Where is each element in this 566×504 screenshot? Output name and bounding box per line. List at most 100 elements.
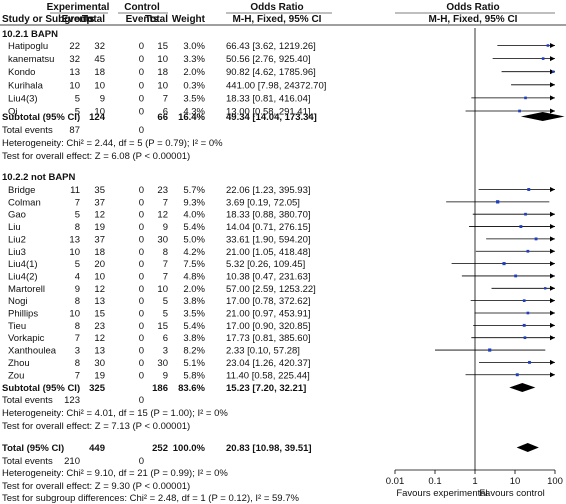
study-name: Liu4(2) — [8, 271, 38, 282]
subgroup-2-title: 10.2.2 not BAPN — [2, 172, 76, 183]
ctl-total: 5 — [163, 296, 168, 307]
exp-total: 12 — [94, 333, 105, 344]
point-estimate-marker — [514, 274, 518, 278]
point-estimate-marker — [518, 109, 521, 113]
exp-events: 5 — [75, 210, 80, 221]
ctl-total: 10 — [157, 54, 168, 65]
point-estimate-marker — [522, 299, 526, 302]
exp-events: 11 — [70, 185, 80, 196]
exp-events-header: Events — [62, 14, 95, 25]
study-name: Liu4(1) — [8, 259, 38, 270]
exp-total: 45 — [94, 54, 105, 65]
subgroup-1-subtotal-weight: 16.4% — [178, 112, 205, 123]
ci-arrow-right — [550, 108, 555, 114]
study-weight: 3.0% — [183, 41, 205, 52]
exp-events: 7 — [75, 333, 80, 344]
subgroup-differences-test: Test for subgroup differences: Chi² = 2.… — [2, 493, 300, 504]
study-name: Liu2 — [8, 234, 26, 245]
ci-arrow-right — [550, 224, 555, 230]
study-ci: 21.00 [0.97, 453.91] — [226, 309, 311, 320]
total-events-label: Total events — [2, 456, 53, 467]
ci-arrow-right — [550, 43, 555, 48]
exp-total: 35 — [94, 185, 105, 196]
study-name: Martorell — [8, 284, 45, 295]
ci-arrow-right — [550, 285, 555, 291]
weight-header: Weight — [172, 14, 206, 25]
ctl-total: 5 — [163, 309, 168, 320]
point-estimate-marker — [546, 44, 550, 47]
subgroup-2-subtotal-weight: 83.6% — [178, 383, 205, 394]
exp-total: 10 — [94, 107, 105, 118]
subgroup-2-subtotal-exp-total: 325 — [89, 383, 106, 394]
exp-events: 5 — [75, 107, 80, 118]
study-weight: 5.1% — [183, 358, 205, 369]
ctl-events: 0 — [139, 247, 144, 258]
study-name: Liu4(3) — [8, 93, 38, 104]
study-weight: 2.0% — [183, 67, 205, 78]
study-name: Vorkapic — [8, 333, 45, 344]
ci-arrow-right — [550, 310, 555, 316]
study-name: Liu — [8, 222, 21, 233]
study-name: Zou — [8, 370, 24, 381]
subgroup-1-subtotal-ctl-total: 66 — [157, 112, 168, 123]
subgroup-2-total-events-label: Total events — [2, 395, 53, 406]
ctl-events: 0 — [139, 309, 144, 320]
study-name: Kurihala — [8, 80, 44, 91]
point-estimate-marker — [528, 360, 531, 364]
ctl-total: 3 — [163, 346, 168, 357]
point-estimate-marker — [502, 262, 506, 266]
ctl-total: 12 — [157, 210, 168, 221]
ctl-total: 7 — [163, 197, 168, 208]
ci-arrow-right — [550, 236, 555, 242]
ctl-total: 8 — [163, 247, 168, 258]
ctl-events: 0 — [139, 197, 144, 208]
ctl-events: 0 — [139, 80, 144, 91]
study-ci: 23.04 [1.26, 420.37] — [226, 358, 311, 369]
subgroup-2-subtotal-label: Subtotal (95% CI) — [2, 383, 80, 394]
exp-total: 12 — [94, 210, 105, 221]
ctl-total: 10 — [157, 284, 168, 295]
ctl-events: 0 — [139, 296, 144, 307]
study-name: Nogi — [8, 296, 28, 307]
x-axis-tick-label: 0.1 — [428, 476, 441, 487]
ctl-total: 10 — [157, 80, 168, 91]
study-weight: 5.7% — [183, 185, 205, 196]
total-weight: 100.0% — [173, 443, 206, 454]
exp-events: 9 — [75, 284, 80, 295]
study-ci: 90.82 [4.62, 1785.96] — [226, 67, 316, 78]
study-name: Bridge — [8, 185, 35, 196]
study-weight: 5.8% — [183, 370, 205, 381]
exp-events: 3 — [75, 346, 80, 357]
study-ci: 13.00 [0.58, 291.41] — [226, 107, 311, 118]
point-estimate-marker — [488, 348, 492, 352]
ctl-events: 0 — [139, 284, 144, 295]
ctl-total: 9 — [163, 222, 168, 233]
ctl-events: 0 — [139, 41, 144, 52]
exp-total: 20 — [94, 259, 105, 270]
study-weight: 3.8% — [183, 333, 205, 344]
ctl-events: 0 — [139, 346, 144, 357]
subgroup-2-total-events-exp: 123 — [64, 395, 80, 406]
ctl-total: 15 — [157, 321, 168, 332]
study-ci: 10.38 [0.47, 231.63] — [226, 271, 311, 282]
subgroup-1-total-events-exp: 87 — [69, 125, 80, 136]
ci-arrow-right — [550, 56, 555, 62]
study-weight: 0.3% — [183, 80, 205, 91]
exp-total: 19 — [94, 370, 105, 381]
point-estimate-marker — [496, 200, 500, 204]
exp-events: 13 — [69, 234, 80, 245]
plot-area: 0.01 0.1 1 10 100 Favours experimentalFavours… — [386, 28, 565, 499]
study-name: Zhou — [8, 358, 30, 369]
study-name: Gao — [8, 210, 26, 221]
study-weight: 2.0% — [183, 284, 205, 295]
point-estimate-marker — [527, 188, 531, 191]
exp-total: 37 — [94, 234, 105, 245]
ci-arrow-right — [550, 187, 555, 192]
exp-events: 13 — [69, 67, 80, 78]
study-weight: 7.5% — [183, 259, 205, 270]
total-events-exp: 210 — [64, 456, 80, 467]
subgroup-2-rows: Bridge 11 35 0 23 5.7% 22.06 [1.23, 395.93]Col… — [8, 185, 555, 381]
point-estimate-marker — [519, 225, 523, 228]
exp-total: 10 — [94, 80, 105, 91]
